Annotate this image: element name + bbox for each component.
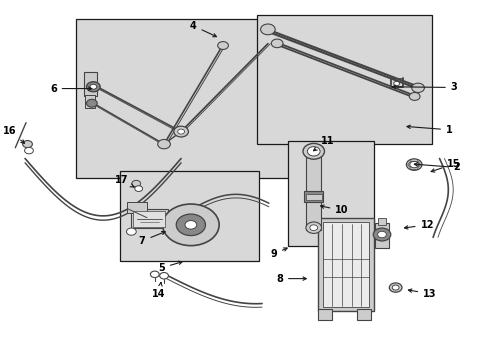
- Circle shape: [184, 221, 196, 229]
- Bar: [374, 223, 388, 248]
- Text: 2: 2: [413, 162, 459, 172]
- Circle shape: [391, 285, 398, 290]
- Text: 11: 11: [313, 136, 333, 151]
- Circle shape: [177, 129, 184, 134]
- Bar: [288, 140, 373, 246]
- Text: 9: 9: [270, 248, 286, 259]
- Circle shape: [90, 84, 97, 89]
- Circle shape: [22, 140, 32, 148]
- Text: 17: 17: [115, 175, 134, 187]
- Circle shape: [411, 83, 424, 93]
- Bar: [322, 222, 368, 307]
- Bar: [133, 211, 164, 226]
- Text: 1: 1: [406, 125, 452, 135]
- Circle shape: [271, 39, 283, 48]
- Circle shape: [158, 139, 170, 149]
- Circle shape: [309, 225, 317, 230]
- Bar: [131, 209, 167, 228]
- Circle shape: [303, 143, 324, 159]
- Bar: [127, 202, 147, 213]
- Bar: [83, 72, 97, 96]
- Bar: [356, 309, 370, 320]
- Bar: [256, 15, 431, 144]
- Circle shape: [307, 147, 320, 156]
- Text: 14: 14: [152, 283, 165, 299]
- Bar: [76, 19, 307, 178]
- Circle shape: [135, 186, 142, 192]
- Circle shape: [150, 271, 159, 278]
- Circle shape: [86, 82, 100, 92]
- Circle shape: [159, 273, 168, 279]
- Bar: [317, 309, 331, 320]
- Circle shape: [406, 159, 421, 170]
- Circle shape: [217, 41, 228, 49]
- Text: 6: 6: [50, 84, 92, 94]
- Bar: [377, 218, 386, 225]
- Bar: [317, 218, 373, 311]
- Bar: [305, 194, 321, 200]
- Bar: [306, 153, 321, 230]
- Circle shape: [305, 222, 321, 233]
- Circle shape: [388, 283, 401, 292]
- Circle shape: [393, 81, 399, 86]
- Text: 5: 5: [158, 261, 182, 273]
- Circle shape: [86, 99, 97, 107]
- Text: 4: 4: [189, 21, 216, 37]
- Bar: [304, 192, 323, 202]
- Text: 7: 7: [139, 231, 165, 246]
- Circle shape: [377, 231, 386, 238]
- Text: 3: 3: [391, 82, 457, 93]
- Circle shape: [173, 126, 188, 137]
- Circle shape: [24, 147, 33, 154]
- Circle shape: [408, 93, 419, 100]
- Text: 8: 8: [276, 274, 305, 284]
- Bar: [84, 95, 95, 108]
- Circle shape: [176, 214, 205, 235]
- Text: 13: 13: [407, 289, 436, 299]
- Circle shape: [132, 180, 141, 187]
- Text: 15: 15: [430, 159, 460, 172]
- Circle shape: [126, 228, 136, 235]
- Circle shape: [162, 204, 219, 246]
- Text: 10: 10: [320, 205, 348, 216]
- Circle shape: [409, 161, 418, 168]
- Circle shape: [260, 24, 275, 35]
- Circle shape: [372, 228, 390, 241]
- Text: 12: 12: [404, 220, 433, 230]
- Bar: [120, 171, 259, 261]
- Text: 16: 16: [3, 126, 24, 143]
